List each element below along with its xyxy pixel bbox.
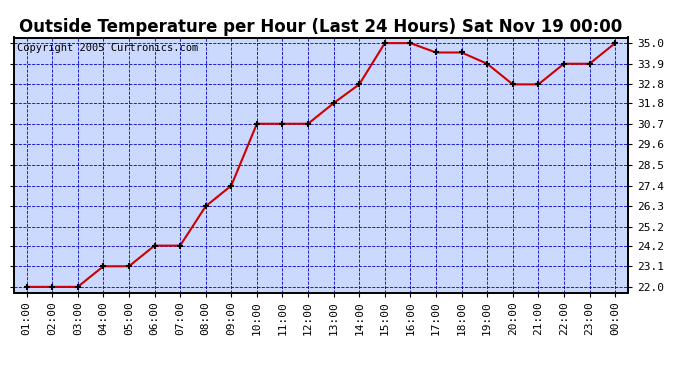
Text: Copyright 2005 Curtronics.com: Copyright 2005 Curtronics.com — [17, 43, 198, 52]
Title: Outside Temperature per Hour (Last 24 Hours) Sat Nov 19 00:00: Outside Temperature per Hour (Last 24 Ho… — [19, 18, 622, 36]
